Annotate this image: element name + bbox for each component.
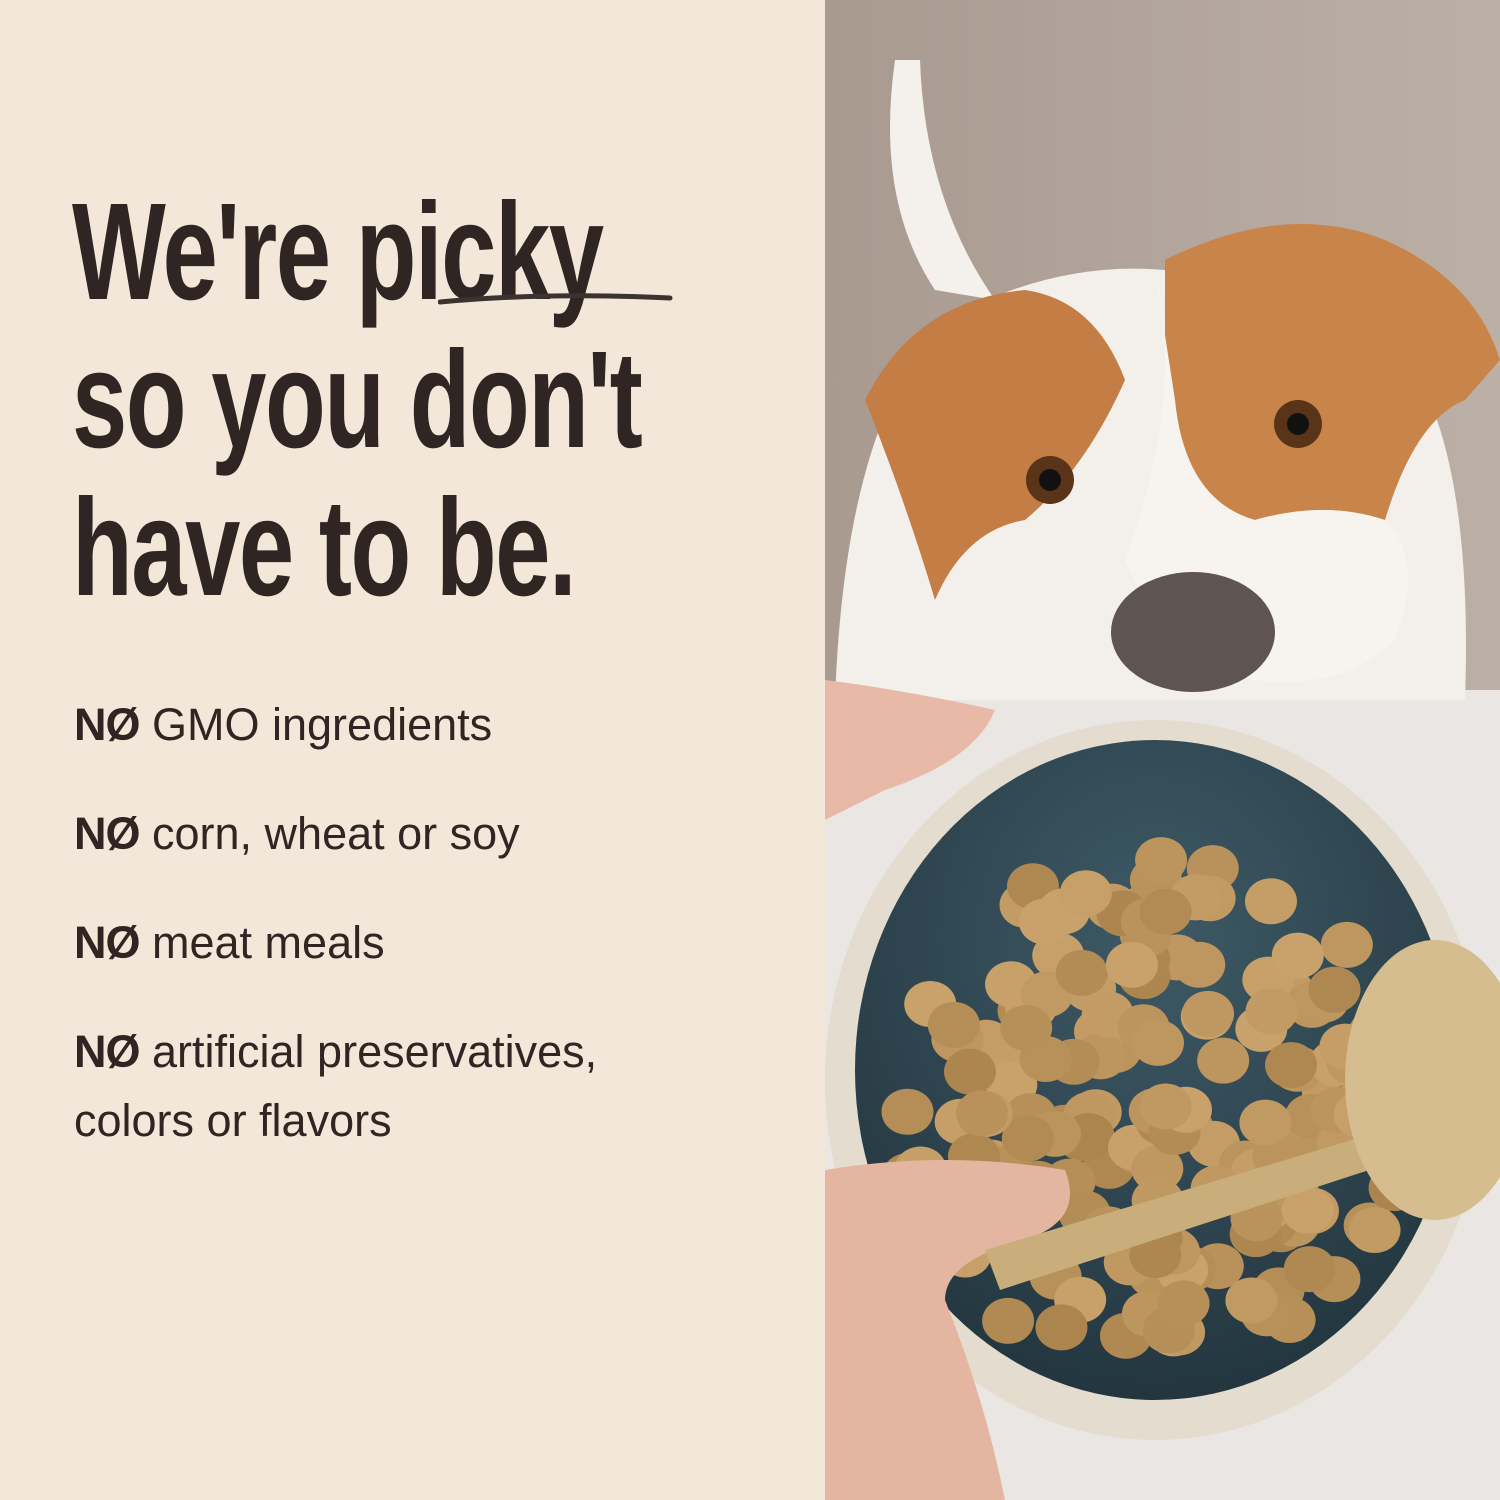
dog-food-photo bbox=[825, 0, 1500, 1500]
kibble-piece bbox=[1105, 941, 1158, 988]
kibble-piece bbox=[1157, 1280, 1210, 1327]
kibble-piece bbox=[881, 1088, 934, 1135]
kibble-piece bbox=[1283, 1246, 1336, 1293]
dog-left-ear bbox=[865, 290, 1125, 600]
kibble-piece bbox=[1000, 1004, 1053, 1051]
kibble-piece bbox=[943, 1048, 996, 1095]
dog-ear-patch bbox=[1165, 224, 1500, 520]
kibble-piece bbox=[1245, 988, 1298, 1035]
kibble bbox=[881, 837, 1439, 1359]
kibble-piece bbox=[1182, 990, 1235, 1037]
kibble-piece bbox=[1055, 949, 1108, 996]
scoop bbox=[1345, 940, 1500, 1220]
kibble-piece bbox=[1173, 941, 1226, 988]
kibble-piece bbox=[1059, 870, 1112, 917]
kibble-piece bbox=[1308, 966, 1361, 1013]
kibble-piece bbox=[1281, 1187, 1334, 1234]
dog-tail bbox=[890, 60, 995, 300]
kibble-piece bbox=[1035, 1304, 1088, 1351]
kibble-piece bbox=[1320, 921, 1373, 968]
scoop-handle bbox=[985, 1130, 1400, 1290]
claim-item: NØ artificial preservatives, colors or fl… bbox=[74, 1026, 598, 1146]
hand-top bbox=[825, 680, 995, 820]
kibble-piece bbox=[1197, 1037, 1250, 1084]
claim-item: NØ meat meals bbox=[74, 917, 385, 968]
kibble-piece bbox=[1135, 837, 1188, 884]
kibble-piece bbox=[1348, 1207, 1401, 1254]
kibble-piece bbox=[1001, 1115, 1054, 1162]
claim-item: NØ GMO ingredients bbox=[74, 699, 493, 750]
kibble-piece bbox=[982, 1297, 1035, 1344]
kibble-piece bbox=[1018, 898, 1071, 945]
headline-line2: so you don't bbox=[72, 323, 643, 477]
kibble-piece bbox=[1244, 878, 1297, 925]
kibble-piece bbox=[1131, 1019, 1184, 1066]
headline: We're picky so you don't have to be. bbox=[72, 175, 643, 625]
headline-line1: We're bbox=[72, 175, 356, 329]
headline-line3: have to be. bbox=[72, 471, 577, 625]
kibble-piece bbox=[1131, 1145, 1184, 1192]
claim-item: NØ corn, wheat or soy bbox=[74, 808, 520, 859]
kibble-piece bbox=[1139, 888, 1192, 935]
kibble-piece bbox=[1225, 1277, 1278, 1324]
claims-list: NØ GMO ingredients NØ corn, wheat or soy… bbox=[74, 690, 597, 1195]
kibble-piece bbox=[1139, 1083, 1192, 1130]
brush-underline bbox=[438, 293, 673, 305]
kibble-piece bbox=[1265, 1042, 1318, 1089]
kibble-piece bbox=[1239, 1099, 1292, 1146]
text-panel: We're picky so you don't have to be. NØ … bbox=[72, 175, 673, 1195]
kibble-piece bbox=[1271, 932, 1324, 979]
dog-nose bbox=[1111, 572, 1275, 692]
kibble-piece bbox=[955, 1090, 1008, 1137]
kibble-piece bbox=[927, 1001, 980, 1048]
hand-bottom bbox=[825, 1160, 1070, 1500]
